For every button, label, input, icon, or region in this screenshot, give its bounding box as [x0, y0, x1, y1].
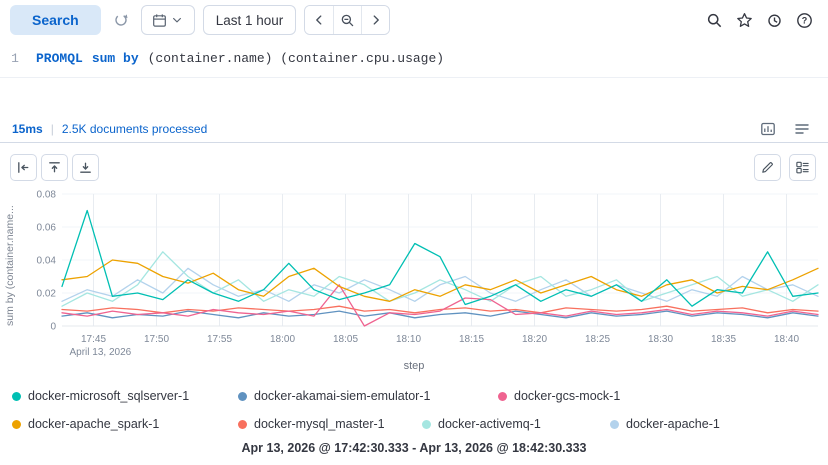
query-keyword: PROMQL	[36, 51, 83, 66]
legend-dot	[498, 391, 507, 401]
search-button[interactable]: Search	[10, 5, 101, 35]
chart-svg[interactable]: 17:45 17:50 17:55 18:00 18:05 18:10 18:15 18:20…	[18, 188, 824, 360]
svg-text:0.02: 0.02	[37, 289, 57, 300]
svg-text:18:30: 18:30	[648, 334, 673, 345]
status-separator: |	[50, 122, 54, 136]
dock-top-button[interactable]	[41, 153, 68, 181]
legend-item[interactable]: docker-apache-1	[610, 417, 720, 431]
download-button[interactable]	[72, 153, 99, 181]
legend-item[interactable]: docker-microsoft_sqlserver-1	[12, 389, 238, 403]
search-icon	[706, 12, 723, 29]
chart-legend: docker-microsoft_sqlserver-1 docker-akama…	[12, 382, 820, 438]
chart-toolbar	[0, 151, 828, 183]
query-latency: 15ms	[12, 122, 43, 136]
documents-processed: 2.5K documents processed	[61, 122, 208, 136]
y-axis-title: sum by (container.name...	[4, 205, 16, 326]
svg-text:18:25: 18:25	[585, 334, 610, 345]
svg-text:18:05: 18:05	[333, 334, 358, 345]
chevron-down-icon	[171, 14, 183, 26]
status-icons	[756, 116, 814, 142]
legend-row: docker-microsoft_sqlserver-1 docker-akama…	[12, 382, 820, 410]
legend-dot	[422, 419, 431, 429]
svg-text:18:10: 18:10	[396, 334, 421, 345]
query-function: sum by	[91, 51, 139, 66]
chevron-left-icon	[312, 13, 326, 27]
help-button[interactable]: ?	[792, 7, 816, 33]
legend-item[interactable]: docker-akamai-siem-emulator-1	[238, 389, 498, 403]
download-icon	[78, 160, 93, 175]
chart-icon	[760, 121, 776, 137]
svg-text:?: ?	[801, 15, 807, 25]
legend-label: docker-apache-1	[626, 417, 720, 431]
dock-left-button[interactable]	[10, 153, 37, 181]
legend-label: docker-microsoft_sqlserver-1	[28, 389, 190, 403]
history-button[interactable]	[762, 7, 786, 33]
query-editor[interactable]: 1 PROMQL sum by (container.name) (containe…	[0, 40, 828, 78]
legend-dot	[238, 419, 247, 429]
svg-text:18:40: 18:40	[774, 334, 799, 345]
time-range-footer: Apr 13, 2026 @ 17:42:30.333 - Apr 13, 20…	[241, 441, 587, 455]
clock-history-icon	[766, 12, 783, 29]
legend-item[interactable]: docker-gcs-mock-1	[498, 389, 620, 403]
star-icon	[736, 12, 753, 29]
query-status-bar: 15ms | 2.5K documents processed	[0, 116, 828, 143]
line-number: 1	[11, 51, 19, 66]
svg-text:17:55: 17:55	[207, 334, 232, 345]
help-icon: ?	[796, 12, 813, 29]
wrap-lines-button[interactable]	[790, 116, 814, 142]
legend-item[interactable]: docker-apache_spark-1	[12, 417, 238, 431]
search-icon-button[interactable]	[702, 7, 726, 33]
layout-button[interactable]	[789, 153, 816, 181]
svg-text:0: 0	[50, 322, 56, 333]
zoom-out-button[interactable]	[333, 6, 362, 34]
query-arguments: (container.name) (container.cpu.usage)	[147, 51, 445, 66]
time-forward-button[interactable]	[361, 6, 390, 34]
legend-label: docker-akamai-siem-emulator-1	[254, 389, 431, 403]
toolbar-right-icons: ?	[702, 7, 818, 33]
svg-text:0.04: 0.04	[37, 256, 57, 267]
refresh-icon	[113, 12, 129, 28]
calendar-icon	[152, 13, 167, 28]
star-button[interactable]	[732, 7, 756, 33]
legend-label: docker-mysql_master-1	[254, 417, 385, 431]
dock-top-icon	[47, 160, 62, 175]
svg-text:April 13, 2026: April 13, 2026	[70, 347, 132, 358]
legend-item[interactable]: docker-mysql_master-1	[238, 417, 422, 431]
chart-toolbar-right	[754, 153, 816, 181]
query-text[interactable]: PROMQL sum by (container.name) (container.…	[30, 51, 444, 66]
wrap-lines-icon	[794, 121, 810, 137]
svg-text:18:00: 18:00	[270, 334, 295, 345]
legend-row: docker-apache_spark-1 docker-mysql_master…	[12, 410, 820, 438]
legend-dot	[12, 419, 21, 429]
legend-label: docker-activemq-1	[438, 417, 541, 431]
zoom-out-icon	[340, 13, 355, 28]
legend-label: docker-apache_spark-1	[28, 417, 160, 431]
svg-text:18:35: 18:35	[711, 334, 736, 345]
inline-chart-button[interactable]	[756, 116, 780, 142]
svg-text:18:15: 18:15	[459, 334, 484, 345]
svg-text:0.08: 0.08	[37, 190, 57, 201]
legend-dot	[238, 391, 247, 401]
legend-dot	[610, 419, 619, 429]
legend-dot	[12, 391, 21, 401]
legend-item[interactable]: docker-activemq-1	[422, 417, 610, 431]
refresh-button[interactable]	[109, 7, 133, 33]
date-picker-button[interactable]	[140, 5, 195, 35]
svg-text:0.06: 0.06	[37, 223, 57, 234]
chevron-right-icon	[369, 13, 383, 27]
layout-icon	[795, 160, 810, 175]
svg-text:17:50: 17:50	[144, 334, 169, 345]
legend-label: docker-gcs-mock-1	[514, 389, 621, 403]
time-nav-group	[304, 5, 391, 35]
dock-left-icon	[16, 160, 31, 175]
time-back-button[interactable]	[305, 6, 334, 34]
time-range-button[interactable]: Last 1 hour	[202, 5, 297, 35]
svg-text:18:20: 18:20	[522, 334, 547, 345]
x-axis-title: step	[403, 360, 425, 372]
pencil-icon	[760, 160, 775, 175]
top-toolbar: Search Last	[0, 0, 828, 40]
svg-text:17:45: 17:45	[81, 334, 106, 345]
edit-visualization-button[interactable]	[754, 153, 781, 181]
